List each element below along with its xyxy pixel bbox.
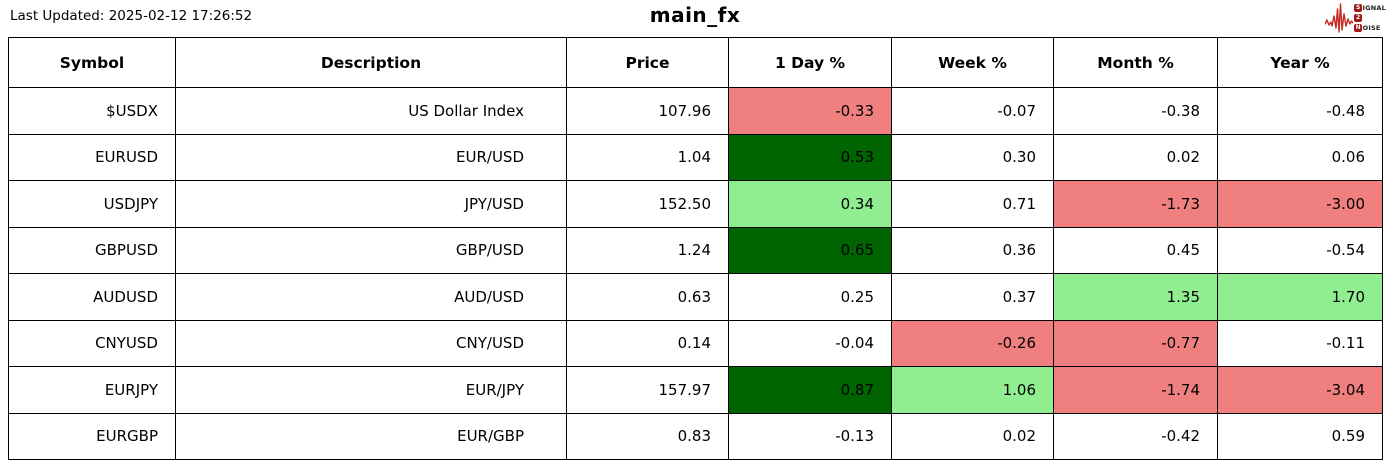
price-cell: 1.04 (566, 133, 729, 181)
column-header-week: Week % (891, 37, 1054, 88)
day-change-cell: 0.87 (728, 366, 892, 414)
signal2noise-logo: S IGNAL 2 N OISE (1325, 2, 1386, 34)
table-row: EURGBP EUR/GBP 0.83 -0.13 0.02 -0.42 0.59 (8, 412, 1383, 460)
price-cell: 157.97 (566, 366, 729, 414)
week-change-cell: 0.36 (891, 226, 1054, 274)
description-cell: US Dollar Index (175, 87, 567, 135)
symbol-cell: AUDUSD (8, 273, 176, 321)
fx-table-body: $USDX US Dollar Index 107.96 -0.33 -0.07 -0.3… (8, 87, 1383, 460)
month-change-cell: 0.45 (1053, 226, 1218, 274)
page-title: main_fx (649, 3, 741, 27)
year-change-cell: -0.48 (1217, 87, 1383, 135)
table-row: USDJPY JPY/USD 152.50 0.34 0.71 -1.73 -3.00 (8, 180, 1383, 228)
column-header-month: Month % (1053, 37, 1218, 88)
year-change-cell: 0.06 (1217, 133, 1383, 181)
symbol-cell: $USDX (8, 87, 176, 135)
month-change-cell: 1.35 (1053, 273, 1218, 321)
week-change-cell: -0.26 (891, 319, 1054, 367)
description-cell: EUR/JPY (175, 366, 567, 414)
table-row: CNYUSD CNY/USD 0.14 -0.04 -0.26 -0.77 -0.11 (8, 319, 1383, 367)
week-change-cell: 1.06 (891, 366, 1054, 414)
description-cell: JPY/USD (175, 180, 567, 228)
logo-badge-n: N (1354, 24, 1363, 32)
month-change-cell: 0.02 (1053, 133, 1218, 181)
price-cell: 1.24 (566, 226, 729, 274)
day-change-cell: 0.34 (728, 180, 892, 228)
logo-line-signal: S IGNAL (1354, 4, 1386, 13)
logo-line-2: 2 (1354, 14, 1386, 23)
logo-line-noise: N OISE (1354, 24, 1386, 33)
week-change-cell: 0.71 (891, 180, 1054, 228)
last-updated-timestamp: Last Updated: 2025-02-12 17:26:52 (10, 8, 253, 24)
price-cell: 152.50 (566, 180, 729, 228)
month-change-cell: -1.73 (1053, 180, 1218, 228)
symbol-cell: EURJPY (8, 366, 176, 414)
table-header-row: Symbol Description Price 1 Day % Week % … (8, 37, 1383, 88)
month-change-cell: -1.74 (1053, 366, 1218, 414)
week-change-cell: -0.07 (891, 87, 1054, 135)
description-cell: CNY/USD (175, 319, 567, 367)
symbol-cell: CNYUSD (8, 319, 176, 367)
day-change-cell: -0.33 (728, 87, 892, 135)
waveform-icon (1325, 2, 1354, 34)
column-header-description: Description (175, 37, 567, 88)
column-header-year: Year % (1217, 37, 1383, 88)
symbol-cell: EURUSD (8, 133, 176, 181)
price-cell: 0.14 (566, 319, 729, 367)
day-change-cell: 0.53 (728, 133, 892, 181)
fx-table: Symbol Description Price 1 Day % Week % … (8, 37, 1383, 460)
price-cell: 107.96 (566, 87, 729, 135)
month-change-cell: -0.42 (1053, 412, 1218, 460)
symbol-cell: GBPUSD (8, 226, 176, 274)
month-change-cell: -0.38 (1053, 87, 1218, 135)
logo-badge-2: 2 (1354, 14, 1363, 22)
week-change-cell: 0.30 (891, 133, 1054, 181)
year-change-cell: -3.04 (1217, 366, 1383, 414)
description-cell: AUD/USD (175, 273, 567, 321)
symbol-cell: EURGBP (8, 412, 176, 460)
logo-rest-oise: OISE (1362, 24, 1381, 32)
table-row: AUDUSD AUD/USD 0.63 0.25 0.37 1.35 1.70 (8, 273, 1383, 321)
table-row: $USDX US Dollar Index 107.96 -0.33 -0.07 -0.3… (8, 87, 1383, 135)
logo-text: S IGNAL 2 N OISE (1354, 3, 1386, 33)
table-row: GBPUSD GBP/USD 1.24 0.65 0.36 0.45 -0.54 (8, 226, 1383, 274)
price-cell: 0.83 (566, 412, 729, 460)
price-cell: 0.63 (566, 273, 729, 321)
column-header-price: Price (566, 37, 729, 88)
week-change-cell: 0.02 (891, 412, 1054, 460)
column-header-symbol: Symbol (8, 37, 176, 88)
logo-badge-s: S (1354, 4, 1363, 12)
year-change-cell: -0.54 (1217, 226, 1383, 274)
week-change-cell: 0.37 (891, 273, 1054, 321)
symbol-cell: USDJPY (8, 180, 176, 228)
month-change-cell: -0.77 (1053, 319, 1218, 367)
year-change-cell: -3.00 (1217, 180, 1383, 228)
table-row: EURUSD EUR/USD 1.04 0.53 0.30 0.02 0.06 (8, 133, 1383, 181)
year-change-cell: -0.11 (1217, 319, 1383, 367)
description-cell: GBP/USD (175, 226, 567, 274)
day-change-cell: -0.13 (728, 412, 892, 460)
description-cell: EUR/GBP (175, 412, 567, 460)
column-header-1day: 1 Day % (728, 37, 892, 88)
day-change-cell: 0.65 (728, 226, 892, 274)
logo-rest-ignal: IGNAL (1362, 4, 1386, 12)
day-change-cell: 0.25 (728, 273, 892, 321)
description-cell: EUR/USD (175, 133, 567, 181)
year-change-cell: 1.70 (1217, 273, 1383, 321)
table-row: EURJPY EUR/JPY 157.97 0.87 1.06 -1.74 -3.04 (8, 366, 1383, 414)
day-change-cell: -0.04 (728, 319, 892, 367)
year-change-cell: 0.59 (1217, 412, 1383, 460)
